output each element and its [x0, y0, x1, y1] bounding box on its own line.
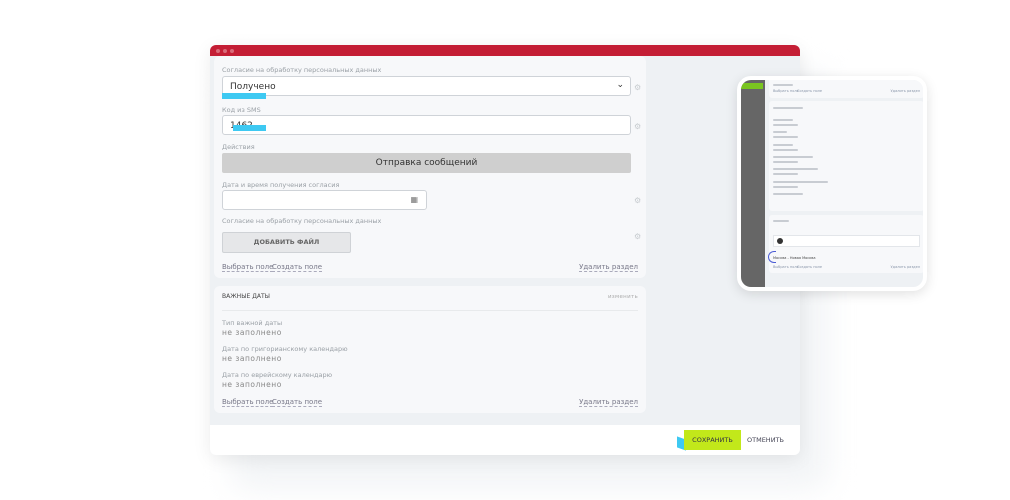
thumbnail-link: Удалить раздел [890, 89, 920, 93]
edit-link[interactable]: изменить [607, 294, 638, 300]
thumbnail-green-button [741, 83, 763, 89]
thumbnail-location: Москва - Новая Москва [773, 256, 816, 260]
create-field-link[interactable]: Создать поле [272, 398, 323, 407]
field-label: Тип важной даты [222, 319, 283, 327]
delete-section-link[interactable]: Удалить раздел [579, 263, 638, 272]
thumbnail-card [769, 101, 923, 211]
highlight-bar [222, 93, 266, 99]
thumbnail-card: Москва - Новая Москва Выбрать поле Созда… [769, 215, 923, 273]
window-dot-minimize[interactable] [223, 48, 227, 53]
field-value: не заполнено [222, 354, 282, 363]
titlebar [210, 45, 800, 56]
delete-section-link[interactable]: Удалить раздел [579, 398, 638, 407]
window-dot-close[interactable] [216, 48, 220, 53]
chevron-down-icon: ⌄ [616, 80, 624, 90]
thumbnail-sidebar [741, 80, 765, 287]
consent-select[interactable]: Получено ⌄ [222, 76, 631, 96]
field-value: не заполнено [222, 328, 282, 337]
gear-icon[interactable]: ⚙ [634, 196, 642, 205]
app-window: Согласие на обработку персональных данны… [210, 45, 800, 455]
user-icon [777, 238, 783, 244]
gear-icon[interactable]: ⚙ [634, 83, 642, 92]
consent-section: Согласие на обработку персональных данны… [214, 56, 646, 278]
gear-icon[interactable]: ⚙ [634, 232, 642, 241]
highlight-bar [233, 125, 266, 131]
divider [222, 310, 638, 311]
consent-label: Согласие на обработку персональных данны… [222, 66, 382, 74]
sms-label: Код из SMS [222, 106, 261, 114]
important-dates-section: ВАЖНЫЕ ДАТЫ изменить Тип важной даты не … [214, 286, 646, 413]
thumbnail-link: Удалить раздел [890, 265, 920, 269]
cancel-button[interactable]: ОТМЕНИТЬ [747, 436, 784, 444]
date-label: Дата и время получения согласия [222, 181, 340, 189]
thumbnail-link: Создать поле [797, 89, 823, 93]
thumbnail-link: Создать поле [797, 265, 823, 269]
preview-thumbnail: Выбрать поле Создать поле Удалить раздел… [737, 76, 927, 291]
file-label: Согласие на обработку персональных данны… [222, 217, 382, 225]
field-label: Дата по григорианскому календарю [222, 345, 348, 353]
send-messages-button[interactable]: Отправка сообщений [222, 153, 631, 173]
annotation-stroke [768, 251, 776, 263]
select-field-link[interactable]: Выбрать поле [222, 263, 274, 272]
thumbnail-user-field [773, 235, 920, 247]
consent-date-input[interactable]: ▦ [222, 190, 427, 210]
thumbnail-link: Выбрать поле [773, 89, 799, 93]
calendar-icon[interactable]: ▦ [410, 195, 418, 204]
gear-icon[interactable]: ⚙ [634, 122, 642, 131]
thumbnail-card: Выбрать поле Создать поле Удалить раздел [769, 80, 923, 98]
select-field-link[interactable]: Выбрать поле [222, 398, 274, 407]
field-label: Дата по еврейскому календарю [222, 371, 333, 379]
thumbnail-link: Выбрать поле [773, 265, 799, 269]
field-value: не заполнено [222, 380, 282, 389]
section-title: ВАЖНЫЕ ДАТЫ [222, 293, 270, 300]
actions-label: Действия [222, 143, 255, 151]
window-dot-maximize[interactable] [230, 48, 234, 53]
save-button[interactable]: СОХРАНИТЬ [684, 430, 741, 450]
footer-bar: СОХРАНИТЬ ОТМЕНИТЬ [210, 425, 800, 455]
add-file-button[interactable]: ДОБАВИТЬ ФАЙЛ [222, 232, 351, 253]
consent-select-value: Получено [230, 82, 276, 92]
sms-code-input[interactable]: 1462 [222, 115, 631, 135]
create-field-link[interactable]: Создать поле [272, 263, 323, 272]
